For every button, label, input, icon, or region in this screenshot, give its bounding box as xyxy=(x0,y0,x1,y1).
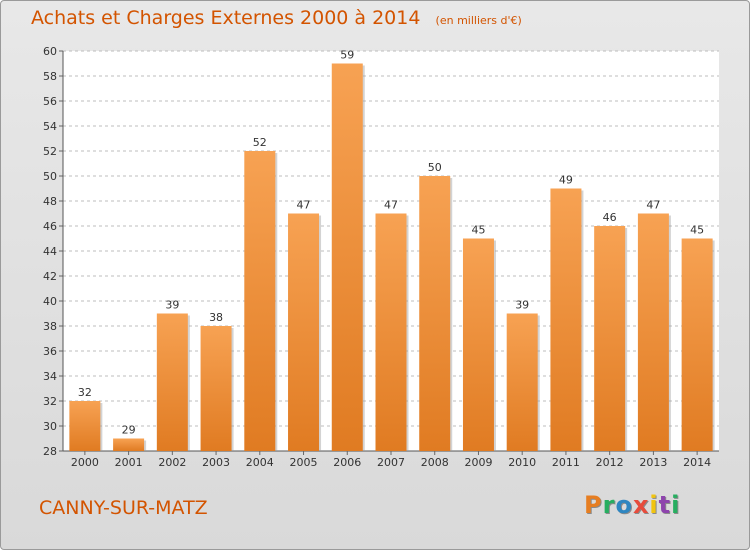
logo-letter: o xyxy=(615,491,633,519)
x-tick-label: 2011 xyxy=(552,456,580,469)
bar xyxy=(506,313,538,451)
x-tick-label: 2001 xyxy=(115,456,143,469)
chart-title: Achats et Charges Externes 2000 à 2014 xyxy=(31,7,421,29)
logo-letter: P xyxy=(584,491,603,519)
bar xyxy=(244,151,276,451)
x-tick-label: 2000 xyxy=(71,456,99,469)
chart-unit: (en milliers d'€) xyxy=(435,14,522,27)
y-tick-label: 34 xyxy=(43,370,57,383)
x-tick-label: 2006 xyxy=(333,456,361,469)
x-tick-label: 2010 xyxy=(508,456,536,469)
bar xyxy=(69,401,101,451)
y-tick-label: 48 xyxy=(43,195,57,208)
y-tick-label: 44 xyxy=(43,245,57,258)
data-label: 39 xyxy=(165,299,179,312)
x-tick-label: 2007 xyxy=(377,456,405,469)
x-tick-label: 2002 xyxy=(158,456,186,469)
y-tick-label: 28 xyxy=(43,445,57,458)
data-label: 45 xyxy=(690,224,704,237)
data-label: 50 xyxy=(428,161,442,174)
y-tick-label: 46 xyxy=(43,220,57,233)
data-label: 47 xyxy=(646,199,660,212)
bar xyxy=(419,176,451,451)
y-tick-label: 42 xyxy=(43,270,57,283)
bar xyxy=(550,188,582,451)
proxiti-logo: Proxiti xyxy=(584,491,680,519)
y-tick-label: 38 xyxy=(43,320,57,333)
data-label: 39 xyxy=(515,299,529,312)
data-label: 49 xyxy=(559,174,573,187)
data-label: 32 xyxy=(78,386,92,399)
y-tick-label: 52 xyxy=(43,145,57,158)
logo-letter: i xyxy=(671,491,681,519)
logo-letter: i xyxy=(649,491,659,519)
y-tick-label: 32 xyxy=(43,395,57,408)
commune-name: CANNY-SUR-MATZ xyxy=(39,497,208,519)
bar xyxy=(200,326,232,451)
y-tick-label: 60 xyxy=(43,45,57,58)
x-tick-label: 2008 xyxy=(421,456,449,469)
bar xyxy=(594,226,626,451)
x-tick-label: 2014 xyxy=(683,456,711,469)
data-label: 47 xyxy=(297,199,311,212)
bar xyxy=(113,438,145,451)
y-tick-label: 30 xyxy=(43,420,57,433)
x-tick-label: 2009 xyxy=(464,456,492,469)
logo-letter: t xyxy=(658,491,672,519)
y-tick-label: 54 xyxy=(43,120,57,133)
data-label: 38 xyxy=(209,311,223,324)
bar xyxy=(288,213,320,451)
x-tick-label: 2004 xyxy=(246,456,274,469)
logo-letter: x xyxy=(632,491,650,519)
bar xyxy=(375,213,407,451)
data-label: 45 xyxy=(471,224,485,237)
y-tick-label: 56 xyxy=(43,95,57,108)
logo-letter: r xyxy=(602,491,616,519)
x-tick-label: 2013 xyxy=(639,456,667,469)
data-label: 29 xyxy=(122,424,136,437)
bar xyxy=(331,63,363,451)
data-label: 46 xyxy=(603,211,617,224)
bar xyxy=(637,213,669,451)
chart-title-block: Achats et Charges Externes 2000 à 2014 (… xyxy=(31,7,522,29)
x-tick-label: 2012 xyxy=(596,456,624,469)
x-tick-label: 2003 xyxy=(202,456,230,469)
data-label: 47 xyxy=(384,199,398,212)
bar xyxy=(156,313,188,451)
y-tick-label: 40 xyxy=(43,295,57,308)
data-label: 59 xyxy=(340,49,354,62)
x-tick-label: 2005 xyxy=(290,456,318,469)
y-tick-label: 58 xyxy=(43,70,57,83)
bar xyxy=(462,238,494,451)
data-label: 52 xyxy=(253,136,267,149)
y-tick-label: 50 xyxy=(43,170,57,183)
y-tick-label: 36 xyxy=(43,345,57,358)
bar xyxy=(681,238,713,451)
